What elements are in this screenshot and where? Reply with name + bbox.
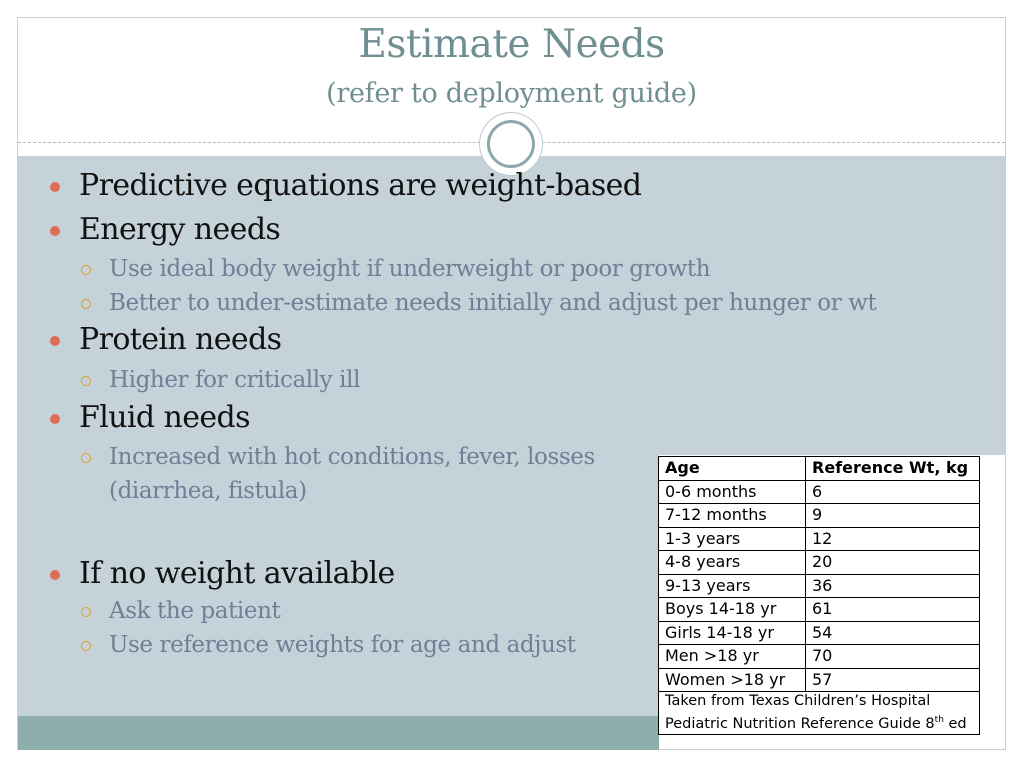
weight-cell: 20 (805, 550, 980, 575)
table-row: Girls 14-18 yr 54 (658, 620, 980, 645)
decorative-ring (487, 120, 535, 168)
bullet-ring-icon (81, 299, 91, 309)
age-cell: 1-3 years (658, 526, 806, 551)
table-row: 9-13 years 36 (658, 573, 980, 598)
age-cell: 7-12 months (658, 503, 806, 528)
age-cell: Boys 14-18 yr (658, 597, 806, 622)
bullet-text: Energy needs (79, 212, 281, 247)
bullet-text: If no weight available (79, 556, 395, 591)
age-cell: 4-8 years (658, 550, 806, 575)
bullet-ring-icon (81, 607, 91, 617)
age-cell: Women >18 yr (658, 667, 806, 692)
title-area: Estimate Needs (refer to deployment guid… (18, 18, 1005, 142)
bullet-text: Fluid needs (79, 400, 251, 435)
weight-cell: 9 (805, 503, 980, 528)
table-row: 4-8 years 20 (658, 550, 980, 575)
table-row: 1-3 years 12 (658, 526, 980, 551)
bullet-dot-icon (50, 570, 60, 580)
table-row: 7-12 months 9 (658, 503, 980, 528)
source-note-line1: Taken from Texas Children’s Hospital (665, 693, 931, 709)
sub-bullet-text: Higher for critically ill (109, 367, 361, 393)
bullet-dot-icon (50, 182, 60, 192)
bullet-text: Protein needs (79, 322, 282, 357)
column-header-weight: Reference Wt, kg (805, 456, 980, 481)
bullet-dot-icon (50, 226, 60, 236)
sub-bullet-text: (diarrhea, fistula) (109, 478, 307, 504)
weight-cell: 70 (805, 644, 980, 669)
bullet-dot-icon (50, 336, 60, 346)
age-cell: Men >18 yr (658, 644, 806, 669)
decorative-circle-icon (480, 113, 542, 175)
weight-cell: 36 (805, 573, 980, 598)
sub-bullet-text: Increased with hot conditions, fever, lo… (109, 444, 595, 470)
table-row: Boys 14-18 yr 61 (658, 597, 980, 622)
sub-bullet-text: Ask the patient (109, 598, 281, 624)
content-panel (18, 156, 1006, 455)
table-row: Women >18 yr 57 (658, 667, 980, 692)
sub-bullet-text: Use reference weights for age and adjust (109, 632, 576, 658)
bullet-dot-icon (50, 414, 60, 424)
sub-bullet-text: Use ideal body weight if underweight or … (109, 256, 711, 282)
weight-cell: 61 (805, 597, 980, 622)
slide-title: Estimate Needs (358, 22, 665, 67)
weight-cell: 54 (805, 620, 980, 645)
weight-cell: 57 (805, 667, 980, 692)
content-panel-lower (18, 455, 659, 716)
slide-subtitle: (refer to deployment guide) (326, 78, 697, 109)
footer-band (18, 716, 659, 750)
weight-cell: 6 (805, 479, 980, 504)
age-cell: 9-13 years (658, 573, 806, 598)
table-source-note-row: Taken from Texas Children’s Hospital Pedi… (658, 691, 980, 735)
source-note-superscript: th (934, 715, 944, 725)
reference-weight-table: Age Reference Wt, kg 0-6 months 6 7-12 m… (658, 456, 980, 735)
column-header-age: Age (658, 456, 806, 481)
sub-bullet-text: Better to under-estimate needs initially… (109, 290, 877, 316)
bullet-ring-icon (81, 376, 91, 386)
age-cell: Girls 14-18 yr (658, 620, 806, 645)
table-row: 0-6 months 6 (658, 479, 980, 504)
bullet-text: Predictive equations are weight-based (79, 168, 642, 203)
table-source-note: Taken from Texas Children’s Hospital Pedi… (658, 691, 980, 735)
bullet-ring-icon (81, 265, 91, 275)
bullet-ring-icon (81, 641, 91, 651)
age-cell: 0-6 months (658, 479, 806, 504)
source-note-end: ed (943, 715, 967, 732)
bullet-ring-icon (81, 453, 91, 463)
weight-cell: 12 (805, 526, 980, 551)
table-header-row: Age Reference Wt, kg (658, 456, 980, 481)
source-note-line2: Pediatric Nutrition Reference Guide 8 (665, 715, 935, 732)
table-row: Men >18 yr 70 (658, 644, 980, 669)
